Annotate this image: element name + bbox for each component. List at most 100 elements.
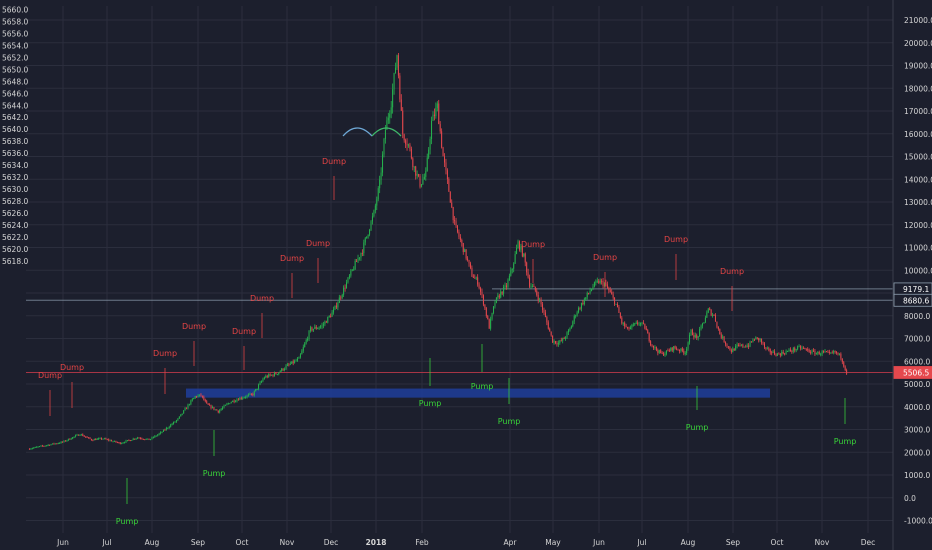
- left-axis-tick-label: 5630.0: [2, 185, 28, 194]
- candle-down: [400, 99, 402, 111]
- left-axis-tick-label: 5644.0: [2, 101, 28, 110]
- candle-up: [755, 337, 757, 340]
- candle-up: [346, 282, 348, 289]
- candle-down: [441, 131, 443, 148]
- candle-up: [746, 345, 748, 347]
- candle-up: [99, 438, 101, 440]
- candle-up: [615, 303, 617, 305]
- candle-up: [131, 439, 133, 441]
- candle-down: [624, 322, 626, 327]
- candle-up: [187, 404, 189, 409]
- candle-up: [366, 236, 368, 239]
- last-price-tag: 5506.5: [903, 368, 929, 377]
- candle-up: [376, 199, 378, 206]
- candle-down: [455, 221, 457, 226]
- candle-up: [797, 346, 799, 350]
- candle-up: [299, 354, 301, 358]
- candle-down: [482, 295, 484, 305]
- candle-up: [353, 269, 355, 271]
- candle-down: [477, 277, 479, 285]
- candle-down: [836, 352, 838, 354]
- candle-up: [830, 352, 832, 354]
- candle-down: [761, 338, 763, 343]
- candle-up: [258, 384, 260, 389]
- candle-up: [838, 353, 840, 355]
- candle-down: [62, 441, 64, 443]
- candle-up: [592, 286, 594, 290]
- candle-up: [44, 445, 46, 447]
- candle-up: [54, 443, 56, 445]
- dump-label: Dump: [306, 239, 330, 248]
- candle-down: [505, 285, 507, 288]
- candle-up: [151, 437, 153, 440]
- candle-down: [472, 276, 474, 278]
- candle-down: [89, 437, 91, 439]
- candle-down: [64, 440, 66, 442]
- candle-up: [658, 350, 660, 353]
- candle-down: [614, 297, 616, 305]
- candle-down: [138, 437, 140, 439]
- candle-up: [93, 439, 95, 441]
- candle-up: [824, 351, 826, 353]
- candle-down: [108, 439, 110, 441]
- candle-down: [779, 353, 781, 356]
- candle-up: [66, 440, 68, 442]
- candle-up: [70, 438, 72, 440]
- candle-up: [510, 270, 512, 276]
- candle-up: [305, 339, 307, 344]
- candle-down: [611, 291, 613, 295]
- candle-up: [289, 363, 291, 365]
- candle-down: [627, 327, 629, 329]
- candle-up: [722, 336, 724, 338]
- candle-up: [766, 348, 768, 350]
- x-axis-tick-label: Dec: [324, 538, 339, 547]
- candle-up: [333, 309, 335, 313]
- candle-down: [676, 348, 678, 350]
- candle-down: [459, 236, 461, 241]
- pump-label: Pump: [419, 399, 442, 408]
- candle-down: [588, 292, 590, 294]
- candle-up: [673, 346, 675, 351]
- candle-up: [475, 277, 477, 279]
- candle-up: [281, 368, 283, 372]
- candle-up: [500, 291, 502, 298]
- candle-up: [377, 188, 379, 200]
- candle-down: [726, 344, 728, 347]
- candle-up: [40, 445, 42, 447]
- candle-up: [36, 446, 38, 448]
- x-axis-tick-label: Jul: [101, 538, 111, 547]
- candle-up: [416, 174, 418, 176]
- candle-down: [129, 440, 131, 442]
- candle-down: [442, 147, 444, 157]
- candle-up: [413, 166, 415, 168]
- candle-up: [641, 322, 643, 324]
- candle-down: [433, 114, 435, 117]
- dump-label: Dump: [153, 349, 177, 358]
- candle-up: [224, 404, 226, 406]
- candle-down: [804, 348, 806, 350]
- candle-up: [490, 318, 492, 329]
- candle-down: [451, 202, 453, 208]
- candle-up: [743, 346, 745, 348]
- candle-up: [697, 336, 699, 338]
- left-axis-tick-label: 5634.0: [2, 161, 28, 170]
- candle-down: [410, 148, 412, 159]
- candle-down: [579, 307, 581, 309]
- left-axis-tick-label: 5622.0: [2, 233, 28, 242]
- candle-down: [606, 284, 608, 288]
- candle-up: [113, 440, 115, 442]
- dump-label: Dump: [232, 327, 256, 336]
- right-axis-tick-label: 14000.0: [904, 175, 932, 184]
- candle-down: [774, 351, 776, 355]
- candle-down: [344, 287, 346, 289]
- candle-up: [214, 409, 216, 411]
- candle-up: [312, 328, 314, 331]
- candle-up: [686, 348, 688, 354]
- candle-down: [467, 258, 469, 260]
- candle-down: [544, 312, 546, 318]
- right-axis-tick-label: 21000.0: [904, 16, 932, 25]
- left-axis-tick-label: 5646.0: [2, 89, 28, 98]
- candle-up: [389, 113, 391, 118]
- dome-arc-right: [371, 127, 402, 137]
